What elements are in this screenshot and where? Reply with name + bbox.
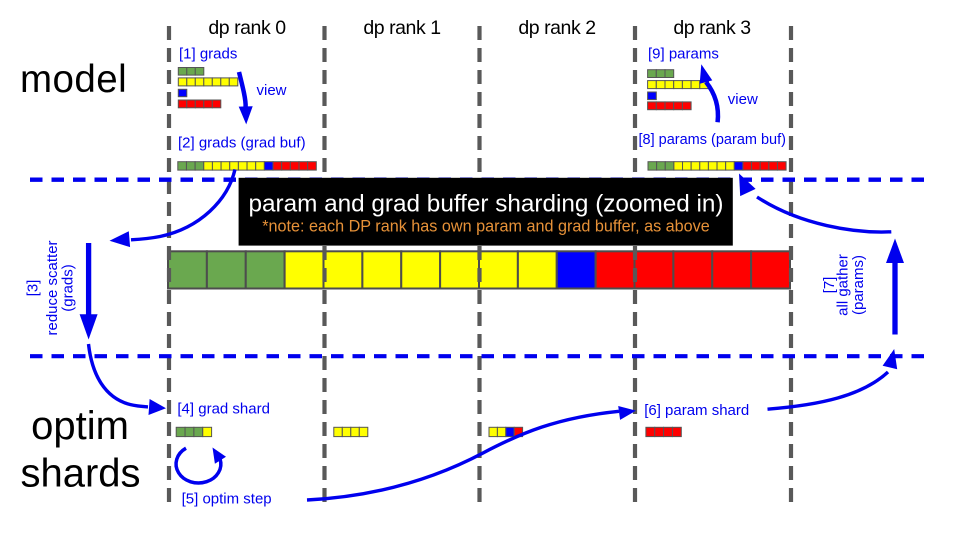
svg-text:[5] optim step: [5] optim step: [182, 490, 272, 507]
svg-text:*note: each DP rank has own pa: *note: each DP rank has own param and gr…: [262, 217, 710, 235]
svg-text:[8] params (param buf): [8] params (param buf): [639, 132, 786, 148]
svg-text:model: model: [20, 58, 127, 101]
svg-text:reduce scatter: reduce scatter: [44, 240, 61, 335]
svg-text:optim: optim: [31, 404, 129, 448]
svg-text:view: view: [257, 82, 287, 99]
svg-text:dp rank 3: dp rank 3: [673, 17, 750, 39]
svg-text:shards: shards: [20, 452, 140, 496]
svg-text:param and grad buffer sharding: param and grad buffer sharding (zoomed i…: [249, 191, 724, 218]
svg-text:[3]: [3]: [25, 280, 42, 297]
svg-text:(grads): (grads): [60, 264, 77, 312]
svg-text:[7]: [7]: [821, 277, 838, 294]
svg-text:[6] param shard: [6] param shard: [644, 402, 749, 419]
svg-text:[9] params: [9] params: [648, 45, 719, 62]
svg-text:(params): (params): [850, 255, 867, 315]
svg-text:[4] grad shard: [4] grad shard: [177, 400, 270, 417]
svg-text:dp rank 1: dp rank 1: [363, 17, 440, 39]
svg-text:dp rank 2: dp rank 2: [518, 17, 595, 39]
svg-text:all gather: all gather: [835, 254, 852, 316]
svg-text:[1] grads: [1] grads: [179, 45, 237, 62]
svg-text:dp rank 0: dp rank 0: [208, 17, 286, 39]
svg-text:view: view: [728, 91, 758, 108]
svg-text:[2] grads (grad buf): [2] grads (grad buf): [178, 134, 306, 151]
